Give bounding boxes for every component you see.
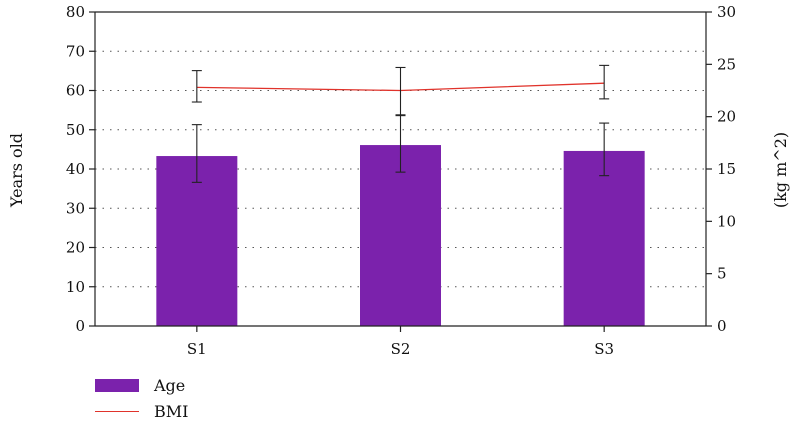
legend-item-bmi: BMI (95, 398, 188, 424)
legend-swatch-bmi (95, 410, 139, 412)
y2-tick-label-25: 25 (717, 55, 736, 73)
y-tick-label-30: 30 (66, 199, 85, 217)
legend-label-bmi: BMI (154, 401, 189, 421)
y-tick-label-70: 70 (66, 42, 85, 60)
y-axis-label: Years old (7, 133, 26, 208)
x-tick-label-S1: S1 (187, 340, 207, 358)
y-tick-label-40: 40 (66, 160, 85, 178)
bar-age-S2 (360, 145, 441, 326)
y-tick-label-50: 50 (66, 121, 85, 139)
y2-tick-label-10: 10 (717, 212, 736, 230)
y2-tick-label-5: 5 (717, 265, 727, 283)
legend-item-age: Age (95, 372, 188, 398)
x-tick-label-S2: S2 (391, 340, 411, 358)
legend-swatch-age (95, 378, 139, 392)
y-tick-label-0: 0 (75, 317, 85, 335)
tick-labels: 0 10 20 30 40 50 60 70 80 0 5 10 15 20 25 30 S1 S2 S3 (66, 3, 736, 358)
y2-tick-label-15: 15 (717, 160, 736, 178)
y2-tick-label-0: 0 (717, 317, 727, 335)
y-tick-label-60: 60 (66, 82, 85, 100)
bar-age-S3 (563, 150, 645, 326)
bars (156, 145, 645, 326)
x-tick-label-S3: S3 (594, 340, 614, 358)
y-tick-label-10: 10 (66, 278, 85, 296)
axes (89, 11, 712, 332)
y2-tick-label-20: 20 (717, 108, 736, 126)
y-tick-label-20: 20 (66, 239, 85, 257)
y2-tick-label-30: 30 (717, 3, 736, 21)
legend: Age BMI (95, 372, 188, 424)
y2-axis-label: (kg m^2) (771, 132, 790, 208)
bar-age-S1 (156, 156, 238, 326)
legend-label-age: Age (154, 375, 186, 395)
y-tick-label-80: 80 (66, 3, 85, 21)
error-bars (191, 64, 610, 183)
